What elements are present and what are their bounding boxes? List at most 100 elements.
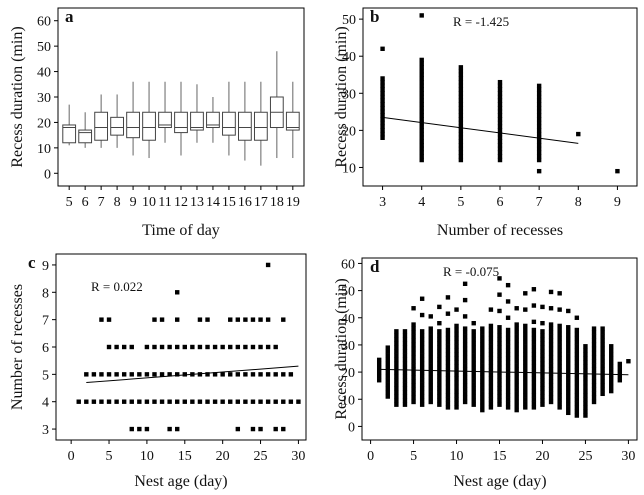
scatter-point xyxy=(583,372,588,378)
scatter-point xyxy=(454,352,459,357)
scatter-point xyxy=(480,375,485,380)
scatter-point xyxy=(265,262,271,268)
scatter-point xyxy=(531,303,537,308)
scatter-point xyxy=(385,390,390,395)
scatter-point xyxy=(454,307,459,312)
scatter-point xyxy=(152,372,157,377)
panel-c-plot-area: 3 4 5 6 7 8 9 0 5 10 15 20 25 30 xyxy=(42,259,305,464)
scatter-point xyxy=(591,375,597,380)
scatter-point xyxy=(557,376,562,382)
scatter-point xyxy=(548,350,554,356)
scatter-point xyxy=(548,399,554,405)
scatter-point xyxy=(385,353,390,358)
panel-c-xlabel: Nest age (day) xyxy=(134,473,227,490)
scatter-point xyxy=(228,399,233,404)
scatter-point xyxy=(583,348,588,353)
scatter-point xyxy=(566,333,571,338)
scatter-point xyxy=(505,401,511,406)
scatter-point xyxy=(505,348,511,353)
scatter-point xyxy=(536,98,542,103)
scatter-point xyxy=(591,346,597,352)
scatter-point xyxy=(600,383,605,388)
scatter-point xyxy=(458,76,464,81)
scatter-point xyxy=(167,344,172,350)
scatter-point xyxy=(488,392,494,398)
box-iqr xyxy=(238,111,252,141)
scatter-point xyxy=(480,359,485,364)
panel-d-label: d xyxy=(370,257,380,276)
panel-d-xtick-label: 25 xyxy=(578,449,592,464)
scatter-point xyxy=(419,109,424,115)
scatter-point xyxy=(458,128,464,133)
scatter-point xyxy=(471,390,476,395)
scatter-point xyxy=(548,363,554,368)
panel-b-ylabel: Recess duration (min) xyxy=(333,26,350,167)
panel-a-xtick-label: 10 xyxy=(142,195,156,210)
scatter-point xyxy=(557,397,562,402)
scatter-point xyxy=(531,401,537,406)
panel-c-ytick-label: 3 xyxy=(42,423,49,438)
scatter-point xyxy=(600,367,605,372)
panel-a-xtick-label: 8 xyxy=(114,195,121,210)
scatter-point xyxy=(488,380,494,386)
scatter-point xyxy=(557,323,562,329)
scatter-point xyxy=(591,387,597,392)
scatter-point xyxy=(419,102,424,107)
scatter-point xyxy=(471,394,476,399)
scatter-point xyxy=(454,384,459,390)
scatter-point xyxy=(609,348,614,353)
scatter-point xyxy=(514,403,519,409)
scatter-point xyxy=(458,157,464,163)
scatter-point xyxy=(458,135,464,140)
scatter-point xyxy=(182,399,187,404)
scatter-point xyxy=(454,397,459,402)
scatter-point xyxy=(445,392,451,398)
scatter-point xyxy=(531,360,537,365)
scatter-point xyxy=(419,394,425,399)
box-iqr xyxy=(174,111,188,134)
scatter-point xyxy=(419,150,424,155)
scatter-point xyxy=(523,368,528,373)
scatter-point xyxy=(419,98,424,103)
scatter-point xyxy=(235,426,241,432)
scatter-point xyxy=(462,354,468,360)
scatter-point xyxy=(458,94,464,100)
scatter-point xyxy=(557,384,562,390)
scatter-point xyxy=(411,342,416,348)
scatter-point xyxy=(540,357,545,363)
scatter-point xyxy=(480,334,485,339)
scatter-point xyxy=(600,379,605,384)
scatter-point xyxy=(454,401,459,406)
scatter-point xyxy=(402,373,408,379)
scatter-point xyxy=(480,371,485,376)
scatter-point xyxy=(531,397,537,402)
scatter-point xyxy=(402,361,408,367)
scatter-point xyxy=(428,371,433,376)
scatter-point xyxy=(437,386,442,391)
panel-d-xtick-label: 30 xyxy=(621,449,635,464)
scatter-point xyxy=(137,372,142,377)
scatter-point xyxy=(175,372,180,377)
scatter-point xyxy=(159,372,165,377)
scatter-point xyxy=(458,72,464,77)
scatter-point xyxy=(445,380,451,386)
scatter-point xyxy=(273,372,278,377)
scatter-point xyxy=(505,352,511,357)
scatter-point xyxy=(265,372,271,377)
panel-d-xtick-label: 5 xyxy=(410,449,417,464)
scatter-point xyxy=(480,391,485,397)
scatter-point xyxy=(411,350,416,356)
scatter-point xyxy=(514,387,519,392)
scatter-point xyxy=(600,334,605,339)
scatter-point xyxy=(445,327,451,333)
scatter-point xyxy=(402,365,408,371)
scatter-point xyxy=(557,344,562,349)
scatter-point xyxy=(497,402,502,407)
scatter-point xyxy=(583,405,588,410)
scatter-point xyxy=(574,348,580,353)
scatter-point xyxy=(428,334,433,339)
scatter-point xyxy=(480,383,485,388)
panel-a: a Time of day Recess duration (min) 0 10 2… xyxy=(9,7,305,239)
scatter-point xyxy=(471,378,476,383)
scatter-point xyxy=(428,359,433,364)
